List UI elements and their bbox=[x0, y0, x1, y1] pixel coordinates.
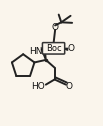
Text: HO: HO bbox=[31, 82, 45, 91]
Text: O: O bbox=[65, 82, 72, 91]
Text: O: O bbox=[67, 44, 74, 53]
Text: O: O bbox=[52, 23, 59, 32]
FancyBboxPatch shape bbox=[42, 43, 65, 54]
Text: HN: HN bbox=[29, 47, 42, 56]
Text: Boc: Boc bbox=[46, 44, 61, 53]
Polygon shape bbox=[41, 48, 46, 60]
